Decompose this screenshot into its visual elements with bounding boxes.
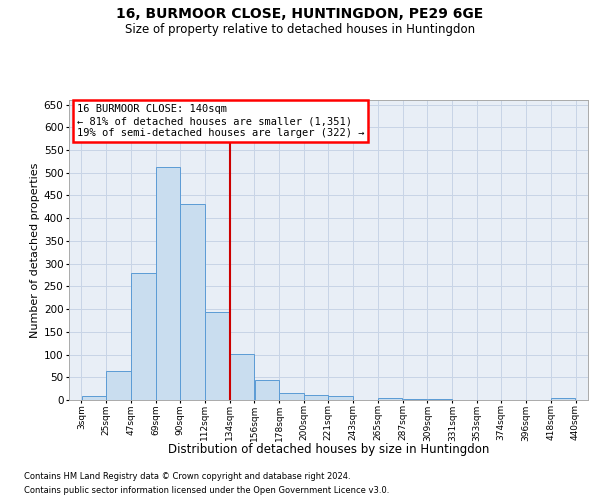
Bar	[106, 372, 131, 400]
Bar	[205, 312, 229, 400]
Bar	[328, 396, 353, 400]
Bar	[131, 272, 156, 400]
Text: Distribution of detached houses by size in Huntingdon: Distribution of detached houses by size …	[168, 442, 490, 456]
Bar	[280, 393, 304, 400]
Y-axis label: Number of detached properties: Number of detached properties	[29, 162, 40, 338]
Bar	[180, 204, 205, 400]
Bar	[230, 354, 254, 400]
Bar	[551, 398, 575, 400]
Bar	[378, 398, 403, 400]
Text: Contains HM Land Registry data © Crown copyright and database right 2024.: Contains HM Land Registry data © Crown c…	[24, 472, 350, 481]
Bar	[254, 380, 279, 400]
Bar	[428, 398, 452, 400]
Bar	[82, 396, 106, 400]
Bar	[304, 396, 328, 400]
Bar	[156, 168, 179, 400]
Text: Size of property relative to detached houses in Huntingdon: Size of property relative to detached ho…	[125, 22, 475, 36]
Bar	[403, 398, 427, 400]
Text: 16 BURMOOR CLOSE: 140sqm
← 81% of detached houses are smaller (1,351)
19% of sem: 16 BURMOOR CLOSE: 140sqm ← 81% of detach…	[77, 104, 364, 138]
Text: Contains public sector information licensed under the Open Government Licence v3: Contains public sector information licen…	[24, 486, 389, 495]
Text: 16, BURMOOR CLOSE, HUNTINGDON, PE29 6GE: 16, BURMOOR CLOSE, HUNTINGDON, PE29 6GE	[116, 8, 484, 22]
